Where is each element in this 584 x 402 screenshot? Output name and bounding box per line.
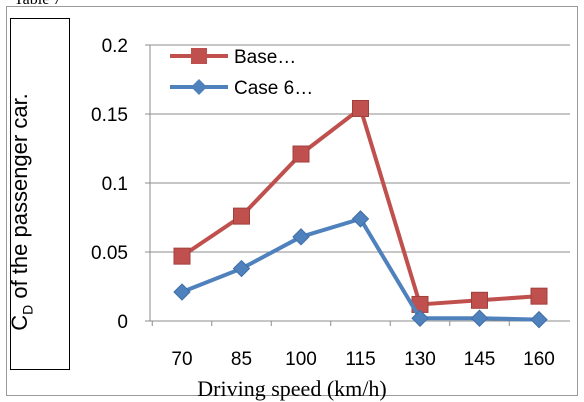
data-point-diamond	[173, 283, 191, 301]
data-point-square	[471, 291, 488, 309]
y-tick-label: 0.1	[102, 174, 128, 195]
y-tick-label: 0.05	[91, 243, 128, 264]
data-point-diamond	[351, 210, 370, 228]
data-point-diamond	[530, 310, 548, 329]
x-tick-label: 145	[464, 349, 496, 370]
data-point-diamond	[470, 309, 489, 327]
y-axis-label-box	[10, 18, 70, 370]
x-tick-label: 160	[523, 349, 555, 370]
x-tick-label: 70	[171, 349, 192, 370]
legend-label: Case 6…	[234, 78, 313, 99]
data-point-square	[233, 207, 250, 225]
legend-marker-square	[191, 48, 207, 64]
x-axis-label: Driving speed (km/h)	[197, 376, 387, 401]
legend-label: Base…	[234, 47, 296, 68]
clipped-caption: Table 7	[14, 0, 61, 9]
data-point-diamond	[232, 259, 251, 278]
y-tick-label: 0.2	[102, 36, 128, 57]
data-point-square	[530, 287, 548, 305]
y-tick-label: 0.15	[91, 105, 128, 126]
data-point-diamond	[411, 309, 429, 327]
chart-frame	[6, 6, 578, 396]
x-tick-label: 130	[404, 349, 436, 370]
x-tick-label: 85	[231, 349, 252, 370]
data-point-square	[292, 145, 310, 163]
legend-marker-diamond	[191, 79, 207, 95]
x-tick-label: 100	[285, 349, 317, 370]
data-point-square	[173, 247, 191, 265]
x-tick-label: 115	[345, 349, 375, 370]
series-line	[180, 106, 540, 307]
data-point-square	[352, 99, 369, 117]
data-point-diamond	[292, 228, 310, 246]
y-tick-label: 0	[117, 312, 128, 333]
